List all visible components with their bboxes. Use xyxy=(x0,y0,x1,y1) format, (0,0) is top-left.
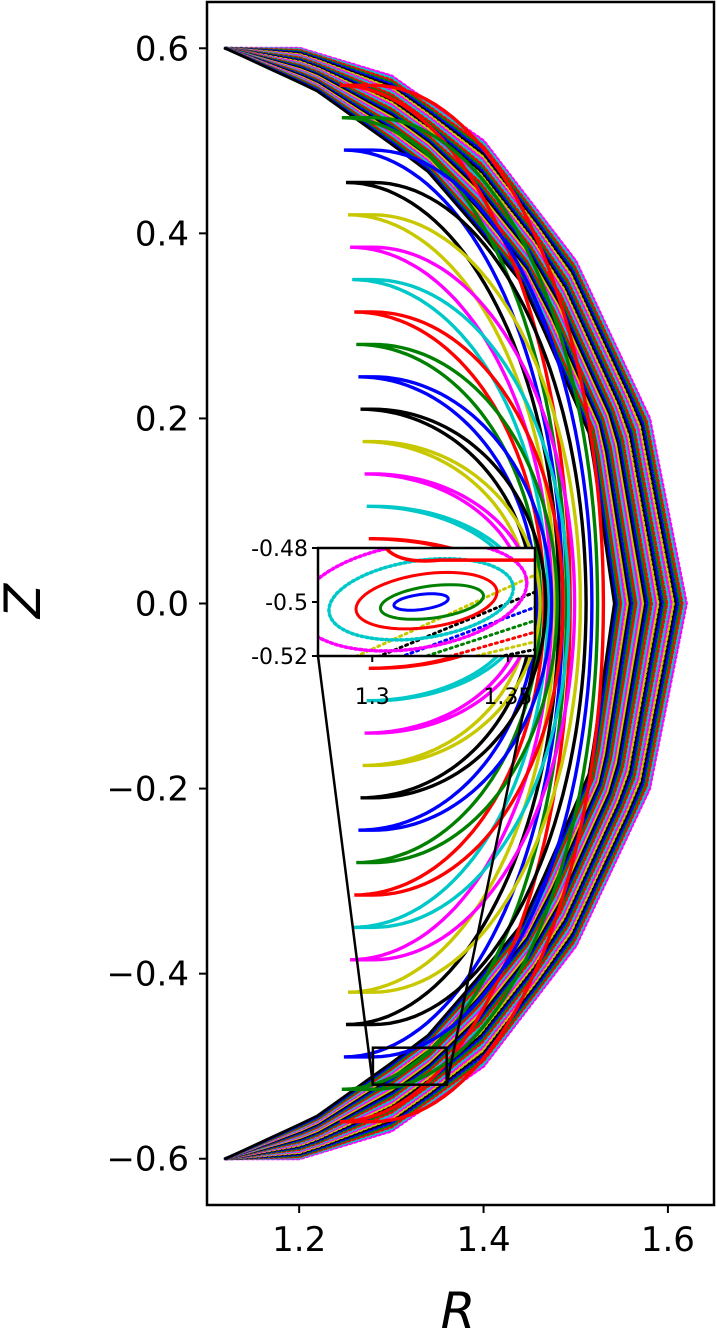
inset-band-6 xyxy=(469,640,535,656)
surface-contour-3 xyxy=(223,46,684,1161)
inset-outer-arc xyxy=(384,548,535,563)
y-tick-label: 0.4 xyxy=(135,214,189,254)
surface-contour-20 xyxy=(223,46,647,1161)
y-axis-label: Z xyxy=(0,582,52,620)
island-contour-7 xyxy=(352,277,571,930)
surface-contour-25 xyxy=(224,46,636,1161)
inset-y-tick-label: -0.48 xyxy=(251,537,308,562)
surface-contour-14 xyxy=(223,46,660,1161)
inset-plot: -0.48 -0.5 -0.52 1.3 1.35 xyxy=(251,537,537,1086)
surface-contour-17 xyxy=(223,46,654,1161)
zoom-connector-right xyxy=(445,655,537,1085)
surface-contour-32 xyxy=(223,46,621,1161)
surface-contour-2 xyxy=(223,46,686,1161)
main-axes: 0.6 0.4 0.2 0.0 −0.2 −0.4 −0.6 1.2 1.4 1.6 xyxy=(106,0,716,1260)
island-contour-3 xyxy=(343,148,594,1059)
surface-contour-15 xyxy=(224,46,658,1161)
y-tick-label: 0.6 xyxy=(135,29,189,69)
inset-island-5 xyxy=(392,592,450,612)
inset-content xyxy=(318,548,535,656)
inset-x-tick-label: 1.3 xyxy=(355,685,390,710)
surface-contour-18 xyxy=(224,46,651,1161)
surface-contour-26 xyxy=(223,46,634,1161)
island-contour-4 xyxy=(345,180,588,1027)
surface-contour-29 xyxy=(223,46,627,1161)
x-tick-label: 1.6 xyxy=(641,1220,695,1260)
y-tick-label: −0.2 xyxy=(106,770,189,810)
surface-contour-8 xyxy=(223,46,673,1161)
inset-y-tick-label: -0.5 xyxy=(265,591,308,616)
inset-band-3 xyxy=(398,605,535,656)
y-tick-label: 0.2 xyxy=(135,399,189,439)
y-tick-label: −0.6 xyxy=(106,1140,189,1180)
surface-contour-9 xyxy=(223,46,671,1161)
surface-contour-1 xyxy=(223,46,688,1161)
surface-contour-33 xyxy=(224,46,618,1161)
island-contour-8 xyxy=(354,310,565,897)
inset-island-4 xyxy=(378,583,486,621)
zoom-region-box xyxy=(371,1046,448,1086)
x-tick-label: 1.2 xyxy=(272,1220,326,1260)
inset-band-5 xyxy=(445,630,535,656)
inset-band-4 xyxy=(421,619,535,656)
inset-island-1 xyxy=(318,548,529,653)
inset-island-3 xyxy=(354,570,499,631)
island-contour-12 xyxy=(362,439,542,768)
surface-contour-5 xyxy=(223,46,680,1161)
inset-x-tick-label: 1.35 xyxy=(483,685,532,710)
island-contour-6 xyxy=(350,245,577,962)
surface-contour-10 xyxy=(223,46,669,1161)
surface-contour-21 xyxy=(224,46,645,1161)
surface-contour-30 xyxy=(224,46,625,1161)
surface-contour-4 xyxy=(223,46,682,1161)
surface-contour-34 xyxy=(224,46,616,1161)
surface-contour-31 xyxy=(224,46,623,1161)
surface-contour-16 xyxy=(224,46,656,1161)
y-tick-label: −0.4 xyxy=(106,955,189,995)
island-contour-2 xyxy=(341,116,600,1091)
island-contour-11 xyxy=(360,407,548,800)
surface-contour-28 xyxy=(224,46,629,1161)
surface-contour-13 xyxy=(223,46,662,1161)
zoom-connector-left xyxy=(316,655,375,1085)
x-tick-label: 1.4 xyxy=(457,1220,511,1260)
island-contour-13 xyxy=(364,472,536,735)
island-contour-9 xyxy=(356,342,560,865)
y-tick-label: 0.0 xyxy=(135,585,189,625)
x-axis-label: R xyxy=(441,1282,476,1338)
surface-contour-19 xyxy=(224,46,649,1161)
inset-y-tick-label: -0.52 xyxy=(251,645,308,670)
